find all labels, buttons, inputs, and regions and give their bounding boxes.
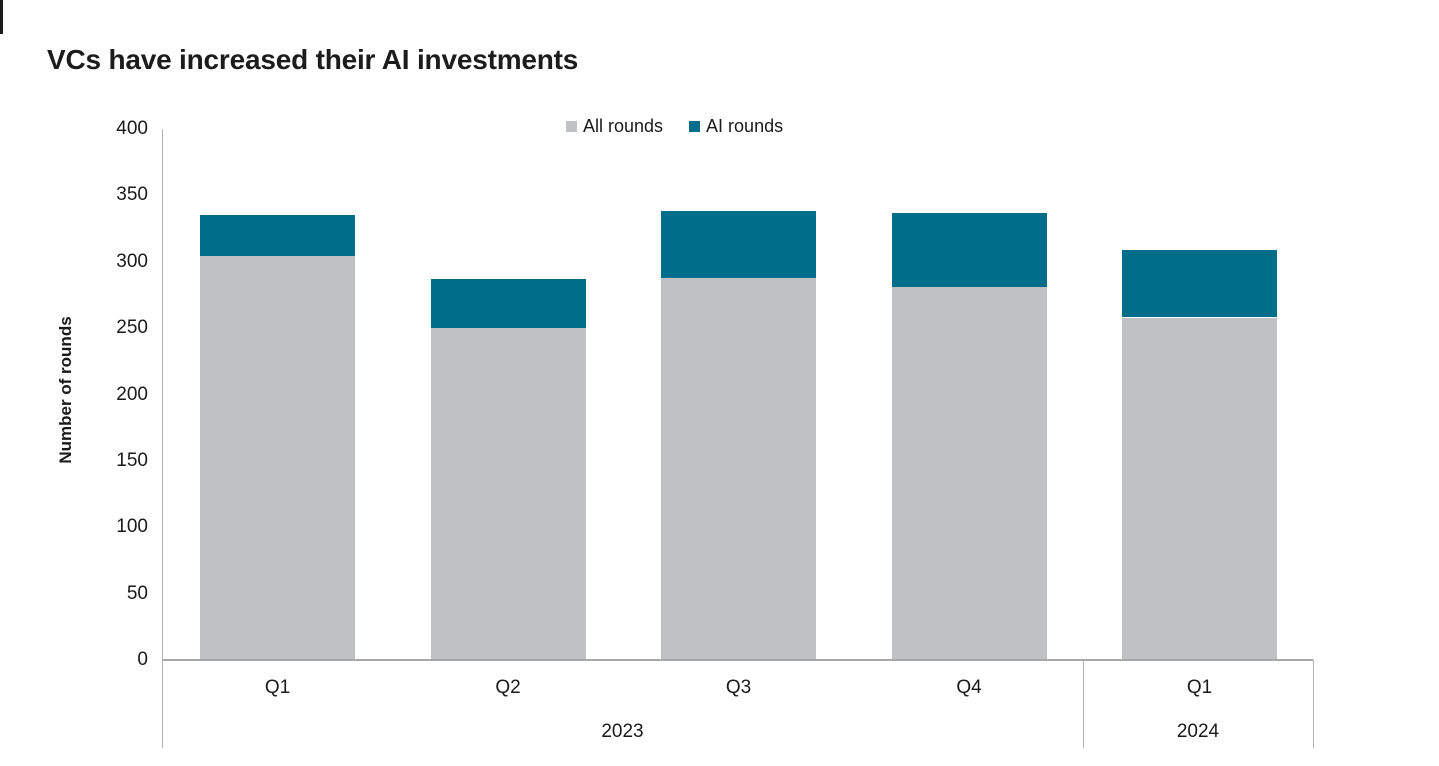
all-rounds-swatch-icon: [566, 121, 577, 132]
bar-4-segment-ai-rounds: [891, 212, 1047, 287]
x-axis-group-divider-1: [162, 660, 163, 748]
x-category-label-5: Q1: [1186, 677, 1213, 698]
y-tick-label-150: 150: [116, 449, 148, 471]
x-group-label-2024: 2024: [1176, 721, 1220, 742]
legend-item-ai-rounds: AI rounds: [689, 116, 783, 137]
bar-2-segment-all-rounds: [430, 328, 586, 660]
x-category-label-2: Q2: [495, 677, 521, 698]
bar-3-segment-ai-rounds: [661, 211, 816, 278]
x-category-label-1: Q1: [264, 677, 291, 698]
bar-2-segment-ai-rounds: [430, 279, 586, 329]
y-tick-label-200: 200: [116, 383, 148, 405]
x-group-label-2023: 2023: [601, 721, 644, 742]
bar-1-segment-ai-rounds: [200, 215, 355, 257]
x-category-label-4: Q4: [956, 677, 982, 698]
x-category-label-3: Q3: [725, 677, 752, 698]
x-axis-group-divider-2: [1083, 660, 1084, 748]
y-tick-label-400: 400: [116, 118, 148, 139]
bar-1-segment-all-rounds: [200, 256, 355, 660]
chart-legend: All rounds AI rounds: [566, 116, 783, 137]
bar-5-segment-ai-rounds: [1122, 249, 1277, 318]
ai-rounds-swatch-icon: [689, 121, 701, 132]
legend-item-all-rounds: All rounds: [566, 116, 663, 137]
y-tick-label-350: 350: [116, 184, 148, 206]
chart-title: VCs have increased their AI investments: [47, 44, 579, 75]
y-axis-line: [162, 129, 163, 748]
bar-4-segment-all-rounds: [891, 286, 1047, 660]
screen-edge-artifact: [0, 0, 3, 34]
x-axis-group-divider-3: [1313, 660, 1314, 748]
legend-label-all-rounds: All rounds: [583, 116, 664, 136]
y-tick-label-100: 100: [116, 516, 148, 538]
bar-5-segment-all-rounds: [1122, 317, 1277, 660]
x-axis-baseline: [162, 659, 1313, 661]
y-tick-label-250: 250: [116, 317, 148, 339]
y-tick-label-0: 0: [137, 649, 148, 670]
bar-3-segment-all-rounds: [661, 277, 816, 660]
legend-label-ai-rounds: AI rounds: [706, 116, 784, 136]
y-tick-label-50: 50: [126, 582, 148, 604]
y-tick-label-300: 300: [116, 250, 148, 272]
